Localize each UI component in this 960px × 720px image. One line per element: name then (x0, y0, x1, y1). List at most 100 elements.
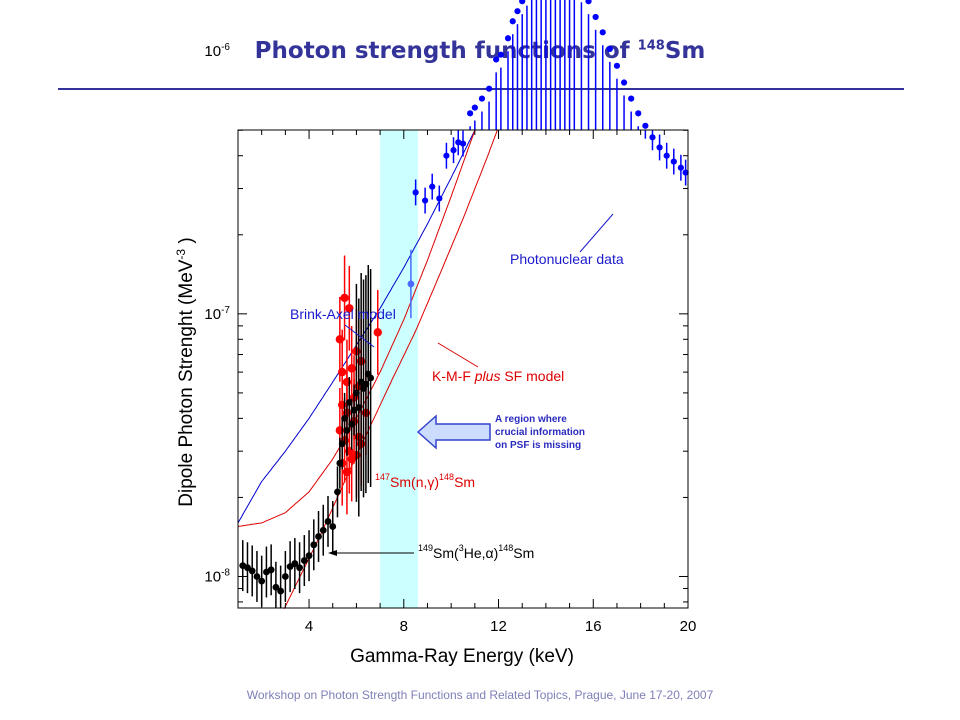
x-tick-label: 20 (680, 618, 697, 635)
x-tick-label: 4 (305, 618, 313, 635)
missing-note-line-2: crucial information (495, 427, 585, 438)
data-point (324, 518, 332, 525)
he-leader-arrowhead (328, 550, 337, 556)
title-divider (58, 88, 904, 90)
data-point (455, 139, 462, 146)
data-point (663, 152, 670, 159)
data-point (649, 134, 656, 141)
data-point (305, 552, 313, 560)
brink-axel-leader (344, 324, 375, 348)
data-point (519, 0, 526, 5)
data-point (471, 104, 478, 111)
y-axis-ticks: 10-8 10-7 10-6 (204, 42, 688, 603)
kmf-label-main: K-M-F (432, 368, 475, 384)
data-point (585, 0, 592, 5)
series-2 (239, 265, 375, 608)
x-axis-ticks: 4 8 12 16 20 (261, 130, 697, 635)
data-point (592, 13, 599, 21)
data-point (443, 152, 450, 159)
y-axis-title: Dipole Photon Strenght (MeV-3 ) (174, 237, 197, 506)
missing-note-line-1: A region where (495, 414, 567, 425)
data-point (514, 8, 521, 15)
x-tick-label: 8 (400, 618, 408, 635)
data-point (319, 526, 327, 534)
he-label-f: Sm (513, 545, 534, 561)
slide-title-element: Sm (664, 38, 706, 64)
series-3 (407, 249, 415, 319)
ng-label-c: 148 (439, 472, 454, 482)
data-point (422, 197, 429, 204)
data-point (342, 467, 352, 477)
data-point (459, 140, 467, 147)
data-point (656, 144, 663, 151)
slide-footer: Workshop on Photon Strength Functions an… (246, 688, 714, 702)
plot-border (237, 129, 689, 609)
data-point (670, 158, 677, 165)
data-point (343, 426, 351, 434)
data-point (291, 560, 299, 567)
y-tick-label: 10-8 (204, 567, 230, 585)
he-label-d: He,α) (464, 545, 499, 561)
data-point (682, 169, 689, 176)
brink-axel-label: Brink-Axel model (290, 306, 396, 322)
missing-info-band (380, 130, 418, 608)
data-point (504, 35, 512, 42)
data-point (300, 557, 308, 564)
data-point (258, 577, 266, 585)
photonuclear-label: Photonuclear data (510, 251, 624, 267)
data-point (373, 328, 382, 337)
he-label-c: 3 (459, 543, 464, 553)
data-point (277, 587, 285, 595)
y-axis-title-close: ) (176, 237, 197, 249)
data-point (497, 51, 504, 58)
kmf-label: K-M-F plus SF model (432, 368, 564, 384)
data-point (429, 183, 436, 190)
missing-note-line-3: on PSF is missing (495, 440, 581, 451)
data-point (345, 304, 354, 313)
data-point (467, 110, 474, 117)
data-point (628, 95, 635, 102)
x-tick-label: 16 (585, 618, 602, 635)
data-point (509, 18, 516, 25)
data-point (248, 567, 256, 575)
x-tick-label: 12 (490, 618, 507, 635)
ng-label-a: 147 (375, 472, 390, 482)
y-axis-title-main: Dipole Photon Strenght (MeV (176, 259, 197, 506)
missing-region-arrow (416, 414, 491, 450)
he-label: 149Sm(3He,α)148Sm (418, 543, 534, 561)
ng-label: 147Sm(n,γ)148Sm (375, 472, 475, 490)
data-point (367, 374, 375, 382)
y-axis-title-exp: -3 (174, 249, 188, 260)
data-point (613, 62, 621, 69)
ng-label-d: Sm (454, 474, 475, 490)
slide-title-text: Photon strength functions of (254, 38, 630, 64)
data-point (253, 573, 261, 580)
kmf-label-italic: plus (474, 368, 501, 384)
data-point (620, 79, 628, 86)
slide-title-mass-number: 148 (637, 38, 665, 54)
ng-label-b: Sm(n,γ) (390, 474, 439, 490)
data-point (485, 85, 493, 92)
data-point (334, 488, 341, 496)
data-point (315, 533, 322, 540)
he-label-b: Sm( (433, 545, 459, 561)
y-tick-label: 10-7 (204, 305, 230, 323)
y-tick-label: 10-6 (204, 42, 230, 60)
photonuclear-leader (579, 213, 614, 253)
data-point (407, 280, 415, 288)
data-point (642, 122, 649, 129)
data-point (493, 56, 500, 63)
data-point (450, 147, 457, 154)
data-point (677, 164, 684, 171)
kmf-leader (437, 342, 479, 368)
data-point (340, 293, 349, 303)
data-point (296, 564, 303, 572)
data-point (412, 189, 419, 196)
data-point (606, 45, 613, 53)
data-point (281, 573, 289, 580)
data-point (310, 541, 318, 549)
kmf-label-tail: SF model (500, 368, 564, 384)
data-point (436, 195, 443, 202)
data-point (267, 566, 275, 574)
